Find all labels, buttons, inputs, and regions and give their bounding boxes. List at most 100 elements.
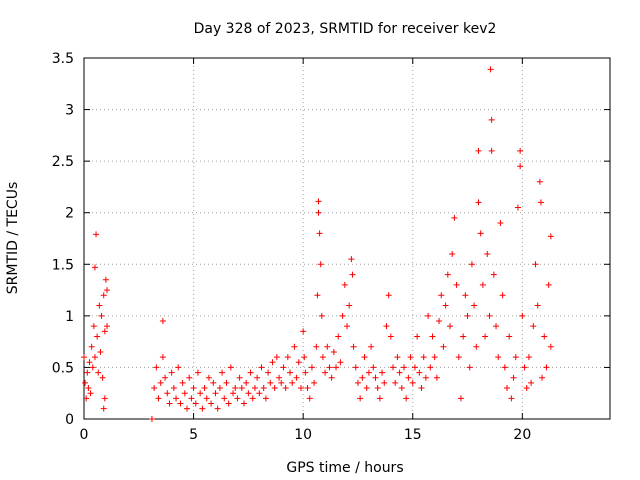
data-point — [104, 287, 111, 294]
data-point — [534, 302, 541, 309]
data-point — [177, 400, 184, 407]
chart-title: Day 328 of 2023, SRMTID for receiver kev… — [194, 21, 497, 37]
data-point — [506, 333, 513, 340]
data-point — [468, 261, 475, 268]
data-point — [475, 147, 482, 154]
data-point — [381, 379, 388, 386]
x-axis-label: GPS time / hours — [286, 460, 403, 476]
data-point — [293, 374, 300, 381]
data-point — [398, 385, 405, 392]
data-point — [530, 323, 537, 330]
data-point — [230, 390, 237, 397]
data-point — [234, 395, 241, 402]
data-point — [221, 395, 228, 402]
data-point — [414, 333, 421, 340]
data-point — [280, 364, 287, 371]
data-point — [269, 359, 276, 366]
data-point — [219, 369, 226, 376]
data-point — [333, 364, 340, 371]
data-point — [295, 359, 302, 366]
data-point — [314, 292, 321, 299]
data-point — [330, 348, 337, 355]
data-point — [525, 354, 532, 361]
data-point — [407, 354, 414, 361]
data-point — [210, 379, 217, 386]
data-point — [315, 198, 322, 205]
y-tick-label: 2.5 — [52, 154, 74, 170]
data-point — [238, 385, 245, 392]
data-point — [352, 364, 359, 371]
data-point — [236, 374, 243, 381]
data-point — [273, 354, 280, 361]
data-point — [148, 416, 155, 422]
data-point — [88, 343, 95, 350]
data-point — [326, 364, 333, 371]
data-point — [308, 364, 315, 371]
data-point — [508, 395, 515, 402]
data-point — [341, 281, 348, 288]
x-tick-label: 5 — [189, 427, 198, 443]
data-point — [291, 343, 298, 350]
data-point — [484, 250, 491, 257]
data-point — [479, 281, 486, 288]
data-point — [232, 385, 239, 392]
data-point — [83, 395, 90, 402]
data-point — [278, 379, 285, 386]
data-point — [192, 400, 199, 407]
data-point — [545, 281, 552, 288]
data-point — [405, 374, 412, 381]
data-point — [184, 405, 191, 412]
data-point — [503, 385, 510, 392]
data-point — [267, 379, 274, 386]
y-tick-label: 1.5 — [52, 257, 74, 273]
data-point — [214, 405, 221, 412]
data-point — [322, 369, 329, 376]
data-point — [306, 395, 313, 402]
data-point — [155, 395, 162, 402]
data-point — [442, 302, 449, 309]
data-point — [418, 385, 425, 392]
data-point — [368, 343, 375, 350]
data-point — [265, 369, 272, 376]
data-point — [447, 323, 454, 330]
data-point — [190, 385, 197, 392]
data-point — [532, 261, 539, 268]
data-point — [96, 302, 103, 309]
data-point — [490, 271, 497, 278]
data-point — [95, 369, 102, 376]
data-point — [249, 395, 256, 402]
data-point — [379, 369, 386, 376]
data-point — [471, 302, 478, 309]
data-point — [392, 379, 399, 386]
data-point — [457, 395, 464, 402]
data-point — [86, 359, 93, 366]
data-point — [466, 364, 473, 371]
data-point — [523, 385, 530, 392]
data-point — [387, 333, 394, 340]
data-point — [276, 374, 283, 381]
data-point — [99, 374, 106, 381]
data-point — [98, 312, 105, 319]
data-point — [488, 147, 495, 154]
x-tick-label: 10 — [294, 427, 312, 443]
data-point — [460, 333, 467, 340]
data-point — [464, 312, 471, 319]
data-point — [302, 369, 309, 376]
plot-frame — [83, 57, 611, 420]
data-point — [346, 302, 353, 309]
data-point — [521, 364, 528, 371]
data-point — [199, 405, 206, 412]
data-point — [87, 390, 94, 397]
data-point — [517, 163, 524, 170]
data-point — [101, 328, 108, 335]
data-point — [409, 379, 416, 386]
data-point — [201, 385, 208, 392]
data-point — [212, 390, 219, 397]
data-point — [282, 385, 289, 392]
data-point — [394, 354, 401, 361]
axis-ticks: 0 5 10 15 20 0 0.5 1 1.5 2 2.5 3 3.5 — [52, 51, 610, 443]
data-point — [528, 379, 535, 386]
data-point — [337, 359, 344, 366]
data-point — [350, 343, 357, 350]
data-point — [537, 199, 544, 206]
